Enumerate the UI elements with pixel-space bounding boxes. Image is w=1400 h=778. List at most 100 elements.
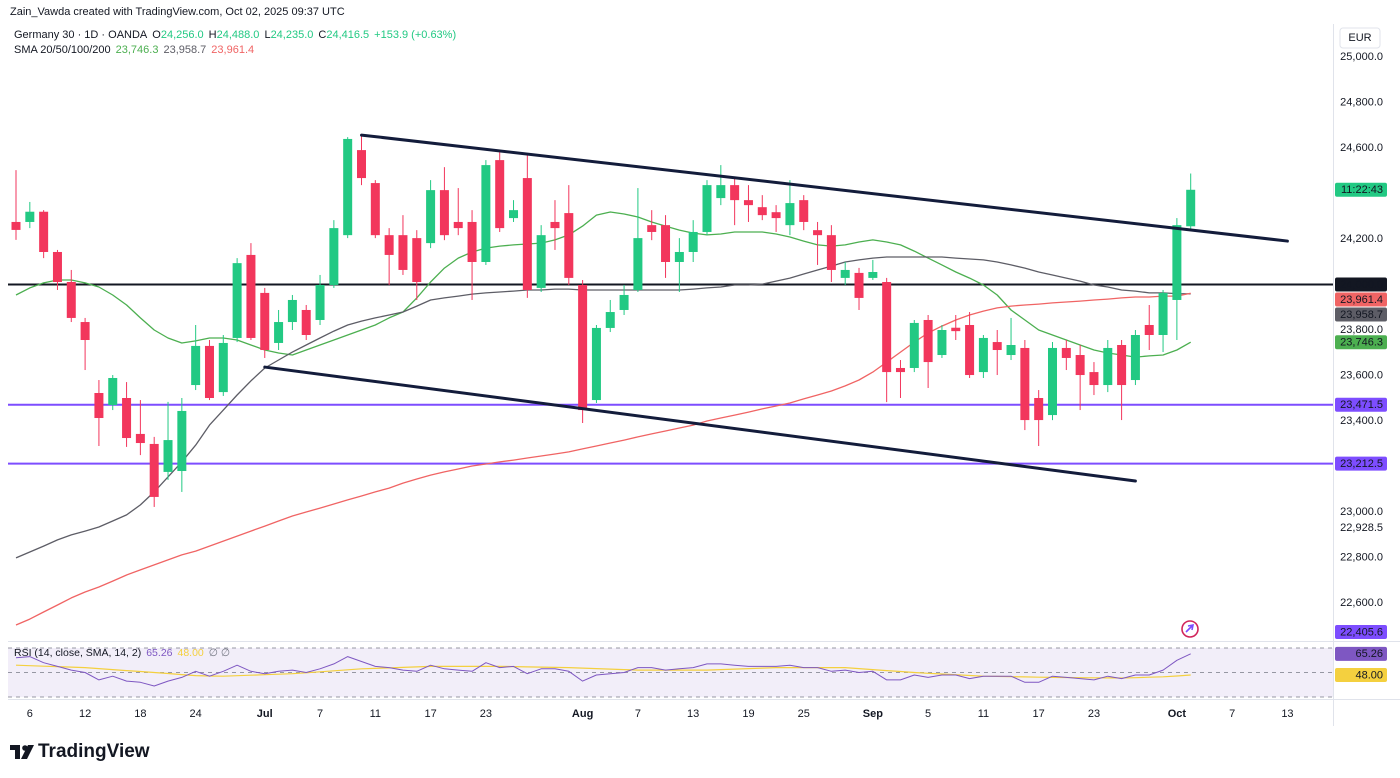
price-tag (1335, 292, 1387, 307)
x-tick-label: 18 (134, 708, 146, 720)
x-tick-label: 25 (798, 708, 810, 720)
candle-body (94, 392, 104, 419)
candle-body (232, 263, 242, 338)
logo-mark (10, 745, 20, 759)
candle-body (1158, 292, 1168, 335)
trend-line (360, 133, 1289, 243)
candle-body (785, 203, 795, 226)
candle-body (274, 322, 284, 343)
candle-body (992, 342, 1002, 351)
rsi-value: 65.26 (146, 647, 172, 659)
candle-body (204, 345, 214, 399)
y-tick-label: 23,400.0 (1340, 415, 1383, 427)
candle-body (218, 342, 228, 393)
candle-body (633, 238, 643, 290)
price-tag-label: 22,405.6 (1340, 626, 1383, 638)
candle-body (191, 345, 201, 386)
candle-body (965, 324, 975, 376)
rsi-pane (8, 647, 1333, 698)
candle-body (550, 221, 560, 229)
price-tag (1335, 307, 1387, 322)
brand-logo[interactable]: TradingView (10, 741, 150, 762)
candle-body (591, 327, 601, 401)
ohlc-key: C (318, 29, 326, 41)
x-tick-label: Jul (257, 708, 273, 720)
legend-ohlc: Germany 30 · 1D · OANDA O24,256.0 H24,488.… (14, 29, 456, 41)
candle-body (605, 312, 615, 328)
x-tick-label: 17 (1033, 708, 1045, 720)
candle-body (370, 183, 380, 236)
candle-body (1020, 347, 1030, 421)
candle-body (674, 251, 684, 262)
x-tick-label: 23 (1088, 708, 1100, 720)
sma-value: 23,958.7 (163, 44, 206, 56)
x-tick-label: 24 (190, 708, 202, 720)
candle-body (177, 410, 187, 472)
logo-slash (21, 745, 34, 759)
price-tag (1335, 335, 1387, 350)
candle-body (1144, 324, 1154, 335)
candle-body (25, 211, 35, 222)
candle-body (80, 322, 90, 341)
candle-body (951, 327, 961, 332)
candle-body (357, 150, 366, 179)
main-pane (8, 133, 1333, 626)
change: +153.9 (+0.63%) (374, 29, 456, 41)
candle-body (122, 398, 132, 439)
candle-body (564, 213, 574, 278)
x-tick-label: Oct (1168, 708, 1187, 720)
rsi-tag-label: 65.26 (1355, 648, 1383, 660)
ohlc-value: 24,235.0 (271, 29, 314, 41)
candle-body (1172, 225, 1182, 300)
x-tick-label: 7 (635, 708, 641, 720)
candle-body (1117, 345, 1127, 386)
candle-body (757, 207, 767, 216)
x-tick-label: 11 (370, 708, 381, 720)
ohlc-value: 24,488.0 (217, 29, 260, 41)
candle-body (688, 231, 698, 252)
x-tick-label: 7 (317, 708, 323, 720)
candle-body (882, 282, 892, 373)
y-tick-label: 24,600.0 (1340, 142, 1383, 154)
sma-line (15, 211, 1192, 358)
candle-body (426, 190, 436, 244)
price-tag (1335, 625, 1387, 639)
y-tick-label: 24,200.0 (1340, 233, 1383, 245)
candle-body (895, 367, 905, 373)
candle-body (509, 210, 519, 219)
candle-body (771, 212, 781, 219)
x-tick-label: 5 (925, 708, 931, 720)
candle-body (439, 190, 449, 236)
y-tick-label: 23,000.0 (1340, 506, 1383, 518)
price-tag (1335, 277, 1387, 292)
rsi-ma-tag-label: 48.00 (1355, 669, 1383, 681)
y-tick-label: 23,800.0 (1340, 324, 1383, 336)
candle-body (287, 299, 297, 323)
x-tick-label: Sep (863, 708, 883, 720)
candle-body (260, 292, 270, 351)
candle-body (343, 138, 353, 236)
currency-box[interactable] (1339, 27, 1381, 49)
x-tick-label: 11 (978, 708, 989, 720)
candle-body (384, 235, 394, 255)
x-tick-label: 6 (27, 708, 33, 720)
trend-line (263, 365, 1137, 483)
symbol: Germany 30 · 1D · OANDA (14, 29, 148, 41)
icon-arrow (1185, 623, 1195, 633)
candle-body (1075, 355, 1085, 376)
currency: EUR (1348, 32, 1371, 44)
y-tick-label: 23,600.0 (1340, 369, 1383, 381)
y-tick-label: 24,800.0 (1340, 96, 1383, 108)
candle-body (1048, 347, 1057, 416)
candle-body (301, 309, 311, 335)
ohlc-key: L (264, 29, 270, 41)
alert-icon[interactable] (1181, 620, 1199, 638)
candle-body (702, 185, 712, 232)
ohlc-value: 24,256.0 (161, 29, 204, 41)
y-tick-label: 22,600.0 (1340, 597, 1383, 609)
ohlc-value: 24,416.5 (326, 29, 369, 41)
candle-body (453, 221, 463, 229)
candle-body (1089, 372, 1099, 386)
rsi-band (8, 648, 1333, 698)
candle-body (1006, 345, 1016, 356)
